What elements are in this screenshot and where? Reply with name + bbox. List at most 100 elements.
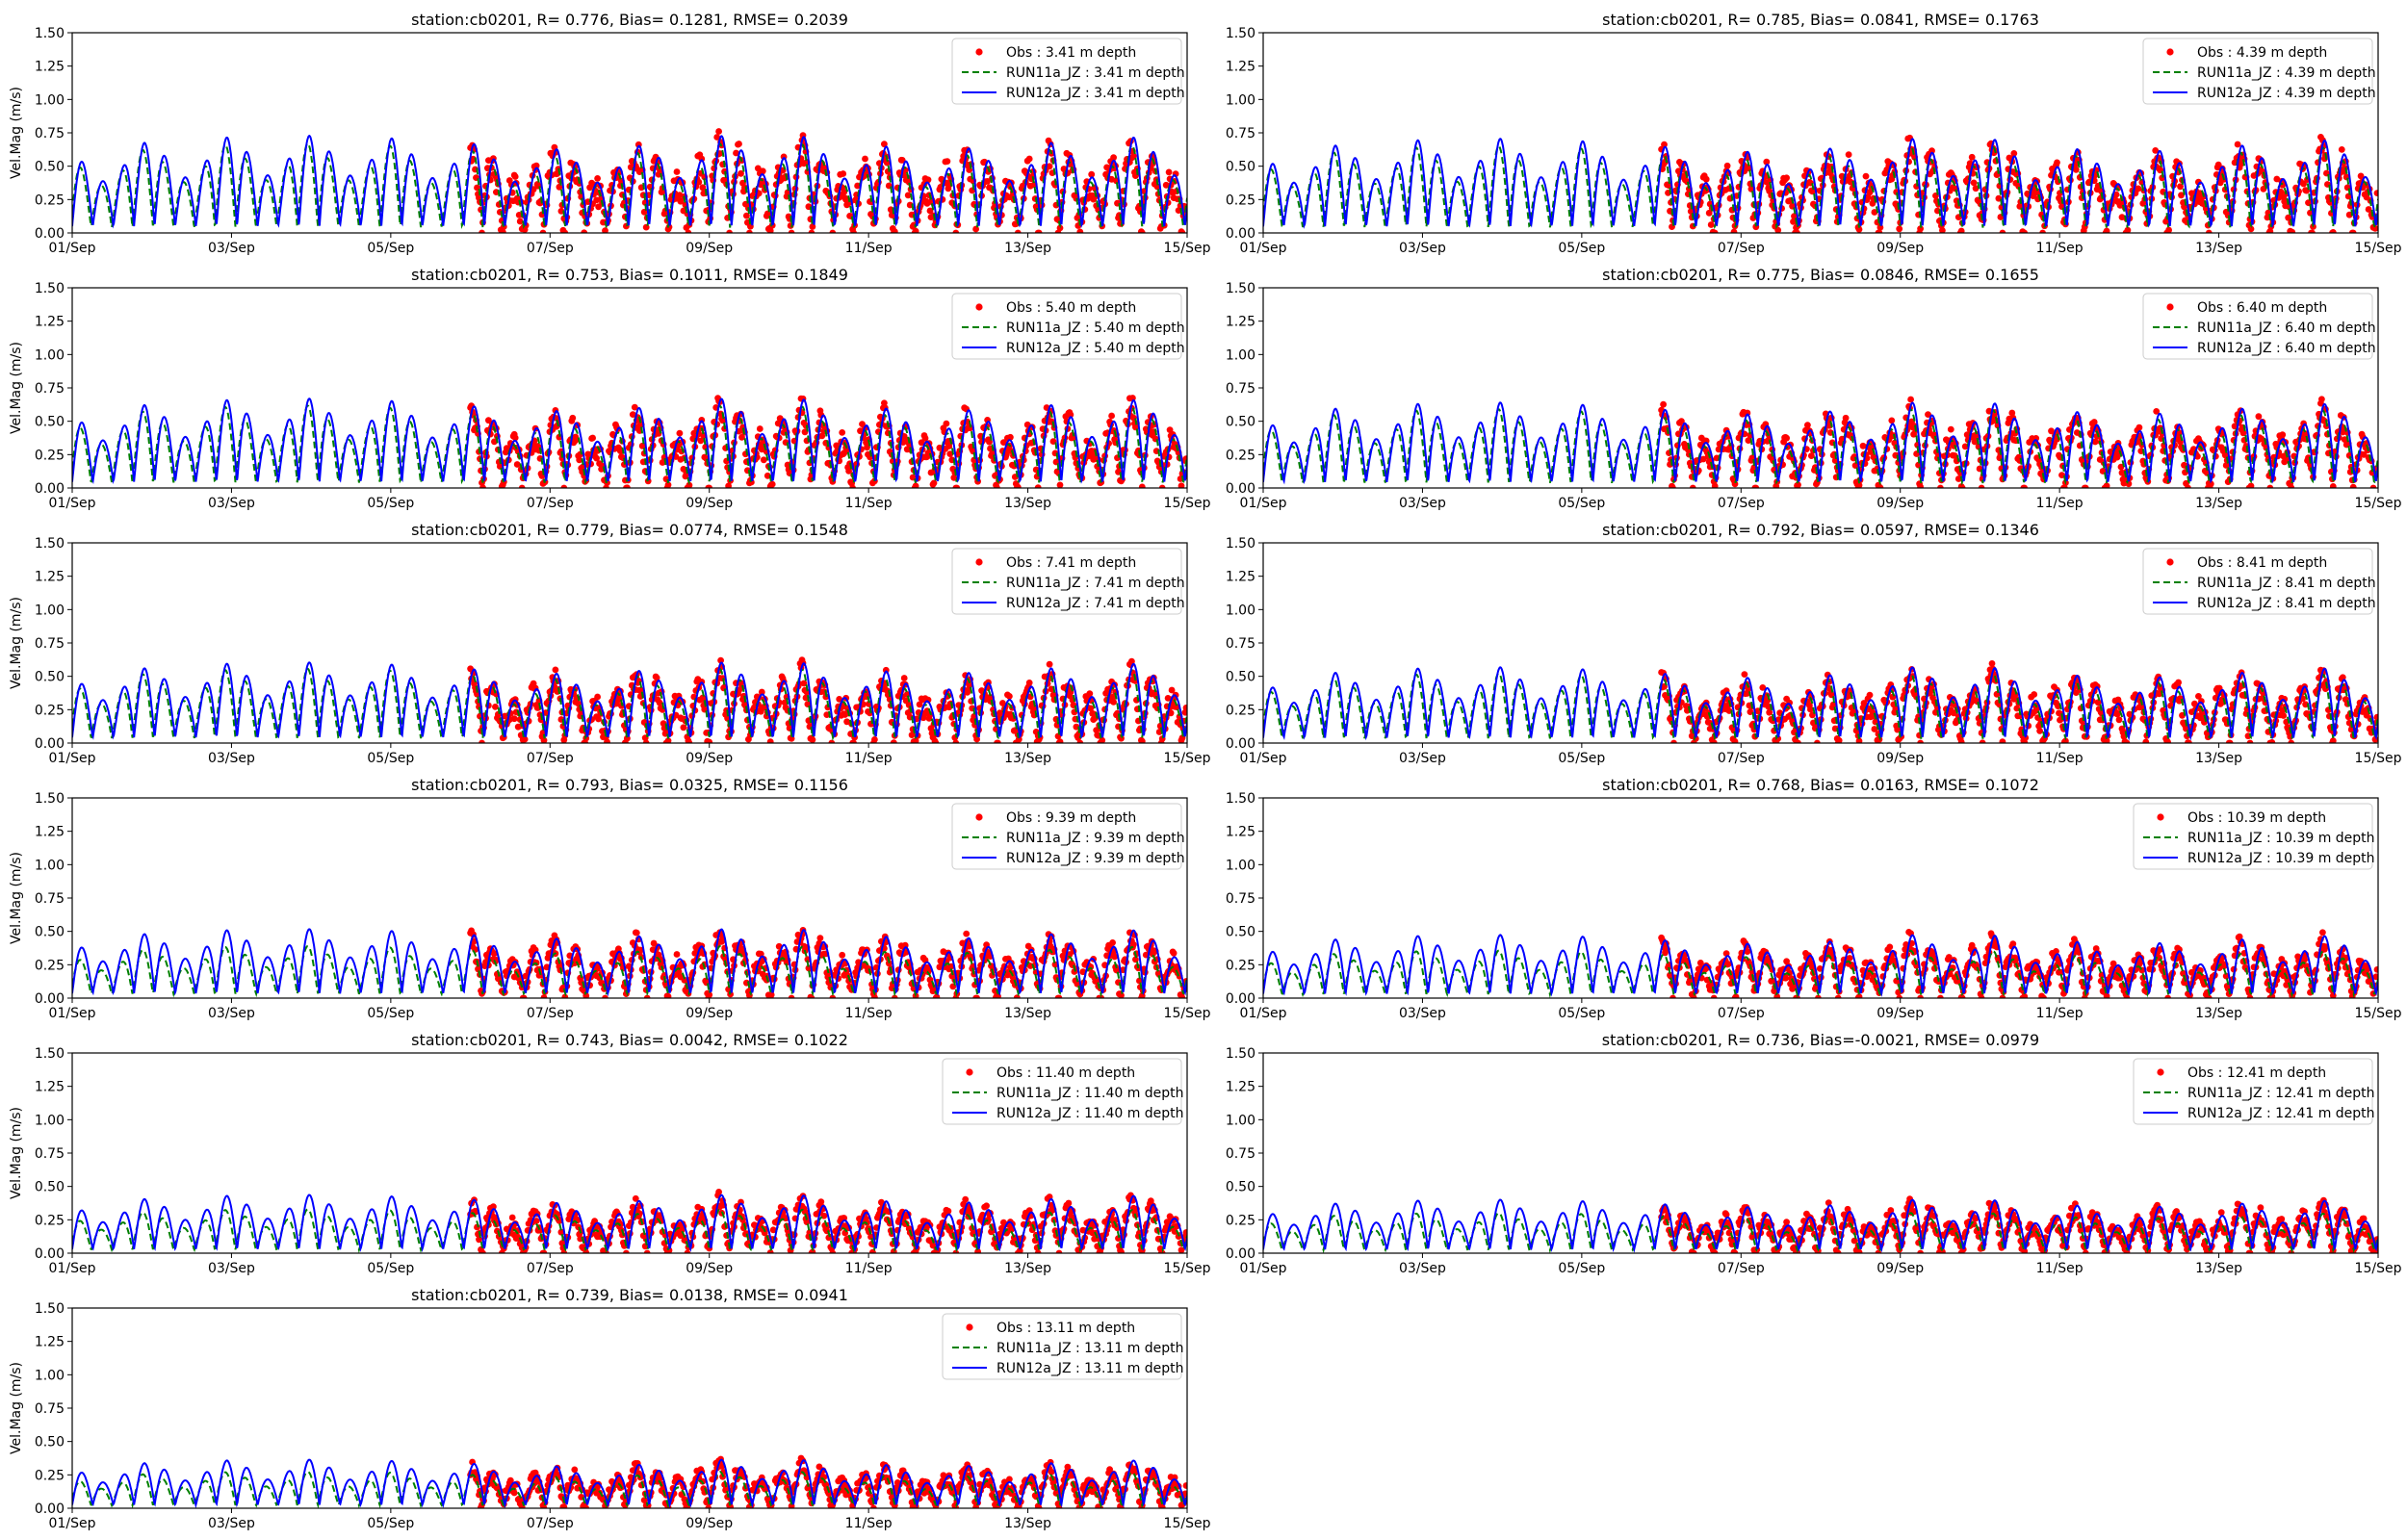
x-tick-label: 05/Sep <box>1558 496 1605 511</box>
legend-marker-obs <box>2166 48 2174 56</box>
obs-point <box>809 736 816 743</box>
obs-point <box>883 159 891 167</box>
obs-point <box>930 479 938 487</box>
obs-point <box>1025 680 1033 686</box>
x-tick-label: 11/Sep <box>845 241 893 256</box>
y-tick-label: 0.75 <box>35 891 65 907</box>
obs-point <box>1972 185 1980 192</box>
obs-point <box>871 736 878 743</box>
y-tick-label: 0.50 <box>1226 160 1255 175</box>
obs-point <box>581 229 588 233</box>
obs-point <box>1182 705 1187 711</box>
obs-point <box>2021 229 2029 233</box>
obs-point <box>766 738 774 743</box>
y-tick-label: 1.50 <box>35 281 65 296</box>
obs-point <box>854 182 861 190</box>
obs-point <box>1741 671 1748 678</box>
obs-point <box>2124 226 2132 233</box>
y-tick-label: 1.25 <box>35 315 65 330</box>
x-tick-label: 09/Sep <box>1876 496 1924 511</box>
x-tick-label: 13/Sep <box>2195 751 2242 766</box>
obs-point <box>726 229 733 233</box>
y-tick-label: 0.75 <box>35 126 65 141</box>
legend: Obs : 3.41 m depth RUN11a_JZ : 3.41 m dep… <box>951 38 1185 105</box>
obs-point <box>510 715 518 723</box>
y-tick-label: 1.00 <box>35 347 65 363</box>
y-tick-label: 0.25 <box>1226 703 1255 718</box>
obs-point <box>595 203 602 211</box>
subplot-7: station:cb0201, R= 0.793, Bias= 0.0325, … <box>9 776 1211 1021</box>
obs-point <box>677 197 685 205</box>
obs-point <box>972 225 979 233</box>
x-tick-label: 07/Sep <box>527 751 574 766</box>
obs-point <box>594 693 601 701</box>
x-tick-label: 01/Sep <box>1240 241 1287 256</box>
obs-point <box>1970 179 1978 187</box>
obs-point <box>1707 221 1715 228</box>
x-tick-label: 03/Sep <box>1399 241 1446 256</box>
legend-entry: Obs : 3.41 m depth <box>1006 45 1136 61</box>
x-tick-label: 01/Sep <box>1240 496 1287 511</box>
obs-point <box>1794 229 1800 233</box>
x-tick-label: 13/Sep <box>2195 241 2242 256</box>
obs-point <box>733 149 739 157</box>
obs-point <box>1917 225 1924 233</box>
legend-entry: RUN11a_JZ : 3.41 m depth <box>1006 65 1185 81</box>
y-tick-label: 0.25 <box>35 192 65 208</box>
obs-point <box>589 434 596 442</box>
obs-point <box>539 229 547 233</box>
obs-point <box>1731 738 1739 743</box>
obs-point <box>713 134 721 141</box>
obs-point <box>2165 226 2172 233</box>
y-tick-label: 0.50 <box>35 925 65 940</box>
y-tick-label: 1.25 <box>35 825 65 840</box>
obs-point <box>1862 172 1870 180</box>
obs-point <box>1866 691 1874 699</box>
legend-marker-obs <box>2166 303 2174 311</box>
y-tick-label: 1.50 <box>35 791 65 807</box>
y-tick-label: 0.50 <box>35 670 65 685</box>
obs-point <box>2329 229 2337 233</box>
obs-point <box>756 425 764 432</box>
legend-marker-obs <box>975 558 983 566</box>
obs-point <box>2039 229 2046 233</box>
obs-point <box>2300 180 2308 188</box>
y-tick-label: 0.25 <box>1226 192 1255 208</box>
obs-point <box>2357 172 2365 180</box>
x-tick-label: 13/Sep <box>1004 751 1051 766</box>
obs-point <box>912 227 919 233</box>
y-tick-label: 0.00 <box>1226 226 1255 242</box>
y-tick-label: 1.25 <box>35 60 65 75</box>
subplot-3: station:cb0201, R= 0.753, Bias= 0.1011, … <box>9 266 1211 511</box>
obs-point <box>594 175 601 182</box>
obs-point <box>2234 141 2241 148</box>
obs-point <box>2178 192 2185 199</box>
obs-point <box>2031 691 2038 698</box>
obs-point <box>839 429 846 436</box>
obs-point <box>1006 693 1013 700</box>
obs-point <box>2329 483 2337 488</box>
obs-point <box>2289 228 2296 233</box>
y-tick-label: 0.00 <box>1226 736 1255 752</box>
legend-entry: Obs : 5.40 m depth <box>1006 300 1136 316</box>
obs-point <box>2036 728 2044 734</box>
obs-point <box>766 227 774 233</box>
y-tick-label: 1.25 <box>1226 60 1255 75</box>
obs-point <box>1957 738 1965 743</box>
obs-point <box>923 200 931 207</box>
obs-point <box>1888 417 1896 424</box>
obs-point <box>921 434 929 442</box>
obs-point <box>569 414 577 422</box>
axes-frame <box>71 32 1188 234</box>
y-tick-label: 1.00 <box>35 858 65 873</box>
obs-point <box>1896 225 1903 233</box>
x-tick-label: 03/Sep <box>208 1006 255 1021</box>
obs-point <box>1999 738 2006 743</box>
obs-point <box>1988 660 1996 667</box>
y-tick-label: 1.00 <box>35 92 65 108</box>
x-tick-label: 13/Sep <box>1004 1006 1051 1021</box>
obs-point <box>1783 174 1790 182</box>
x-tick-label: 01/Sep <box>49 496 96 511</box>
